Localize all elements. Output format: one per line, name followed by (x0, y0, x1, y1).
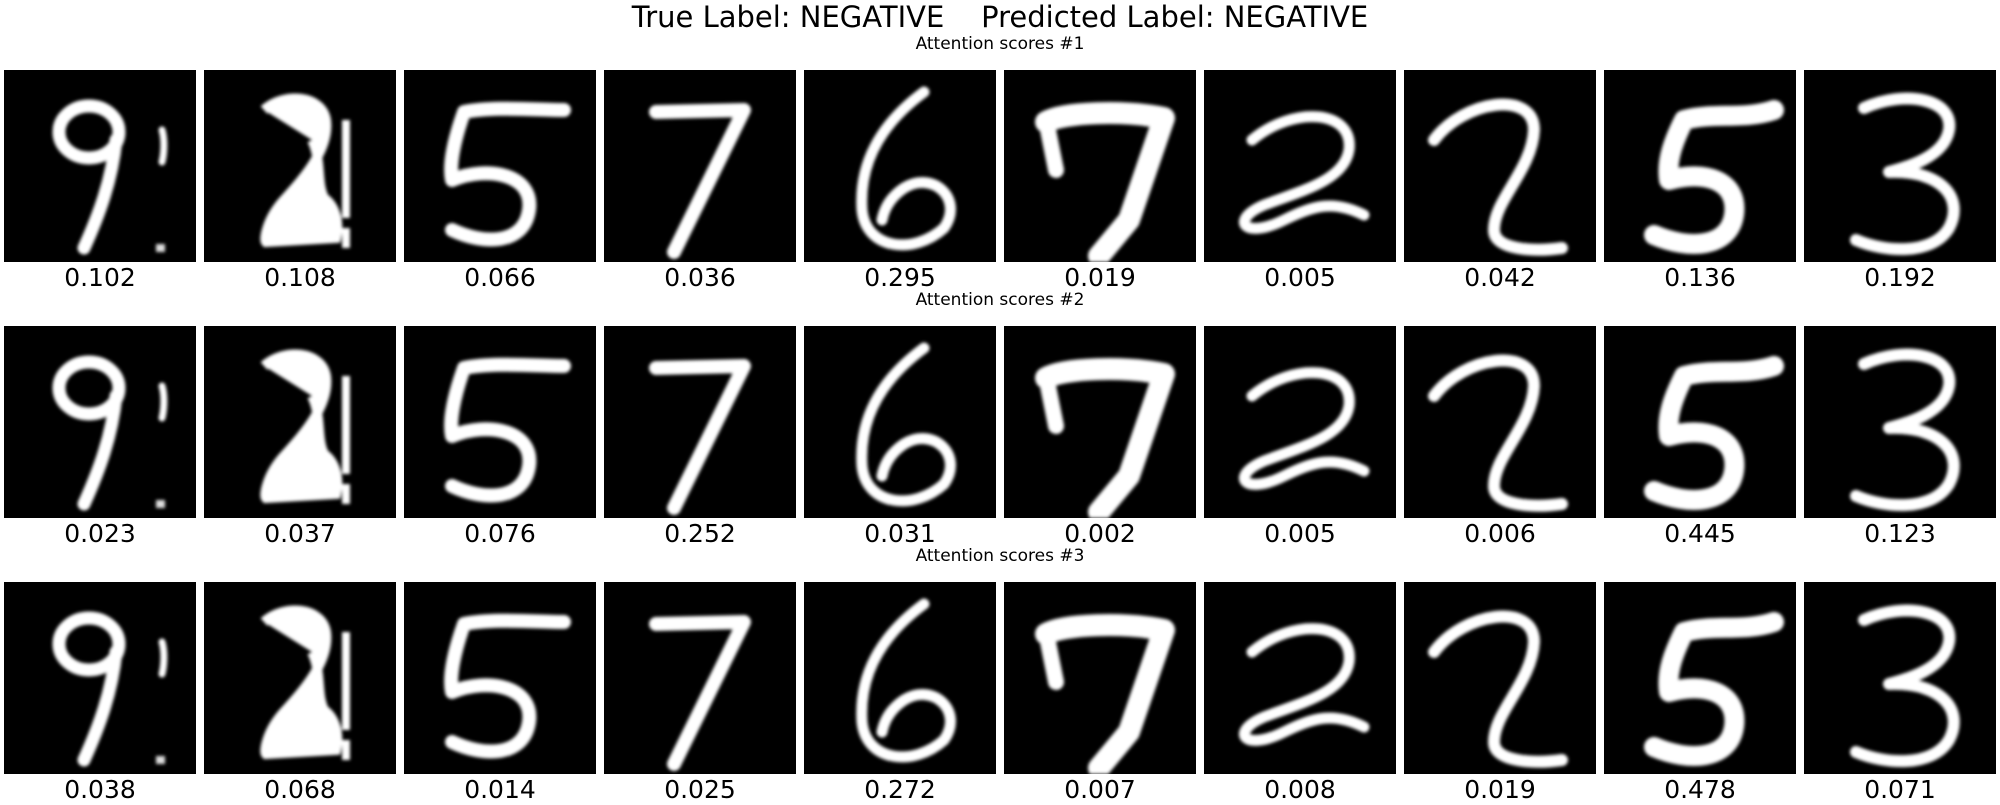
digit-6-icon (804, 326, 996, 518)
digit-7-icon (604, 582, 796, 774)
attention-score: 0.076 (464, 519, 536, 548)
digit-9-icon (4, 326, 196, 518)
attention-score: 0.037 (264, 519, 336, 548)
attention-score: 0.102 (64, 263, 136, 292)
digit-2-blocky-icon (204, 326, 396, 518)
attention-score: 0.019 (1464, 775, 1536, 804)
attention-score: 0.023 (64, 519, 136, 548)
digit-9-icon (4, 70, 196, 262)
attention-score: 0.066 (464, 263, 536, 292)
digit-5-icon (404, 326, 596, 518)
digit-3-icon (1804, 326, 1996, 518)
digit-2-blocky-icon (204, 70, 396, 262)
attention-score: 0.192 (1864, 263, 1936, 292)
digit-6-icon (804, 70, 996, 262)
attention-score: 0.019 (1064, 263, 1136, 292)
digit-5-icon (404, 582, 596, 774)
digit-7-thick-icon (1004, 70, 1196, 262)
digit-2-blocky-icon (204, 582, 396, 774)
attention-score: 0.108 (264, 263, 336, 292)
attention-score: 0.005 (1264, 519, 1336, 548)
attention-score: 0.252 (664, 519, 736, 548)
digit-6-icon (804, 582, 996, 774)
digit-2-loop-icon (1204, 326, 1396, 518)
attention-score: 0.478 (1664, 775, 1736, 804)
digit-5-bold-icon (1604, 70, 1796, 262)
attention-score: 0.014 (464, 775, 536, 804)
attention-score: 0.042 (1464, 263, 1536, 292)
digit-7-icon (604, 70, 796, 262)
digit-2-loop-icon (1204, 582, 1396, 774)
attention-score: 0.005 (1264, 263, 1336, 292)
row-subtitle: Attention scores #1 (915, 34, 1085, 54)
digit-2-icon (1404, 70, 1596, 262)
digit-5-bold-icon (1604, 326, 1796, 518)
digit-2-icon (1404, 582, 1596, 774)
attention-score: 0.036 (664, 263, 736, 292)
digit-3-icon (1804, 70, 1996, 262)
digit-7-thick-icon (1004, 326, 1196, 518)
row-subtitle: Attention scores #3 (915, 546, 1085, 566)
figure-title: True Label: NEGATIVE Predicted Label: NE… (631, 0, 1369, 34)
digit-9-icon (4, 582, 196, 774)
attention-score: 0.071 (1864, 775, 1936, 804)
attention-score: 0.123 (1864, 519, 1936, 548)
attention-score: 0.007 (1064, 775, 1136, 804)
attention-score: 0.008 (1264, 775, 1336, 804)
digit-2-icon (1404, 326, 1596, 518)
attention-score: 0.006 (1464, 519, 1536, 548)
attention-score: 0.031 (864, 519, 936, 548)
digit-7-icon (604, 326, 796, 518)
attention-score: 0.295 (864, 263, 936, 292)
attention-score: 0.068 (264, 775, 336, 804)
attention-score: 0.038 (64, 775, 136, 804)
digit-7-thick-icon (1004, 582, 1196, 774)
digit-5-bold-icon (1604, 582, 1796, 774)
digit-2-loop-icon (1204, 70, 1396, 262)
attention-score: 0.025 (664, 775, 736, 804)
row-subtitle: Attention scores #2 (915, 290, 1085, 310)
digit-5-icon (404, 70, 596, 262)
attention-score: 0.272 (864, 775, 936, 804)
attention-score: 0.445 (1664, 519, 1736, 548)
attention-score: 0.136 (1664, 263, 1736, 292)
attention-score: 0.002 (1064, 519, 1136, 548)
digit-3-icon (1804, 582, 1996, 774)
